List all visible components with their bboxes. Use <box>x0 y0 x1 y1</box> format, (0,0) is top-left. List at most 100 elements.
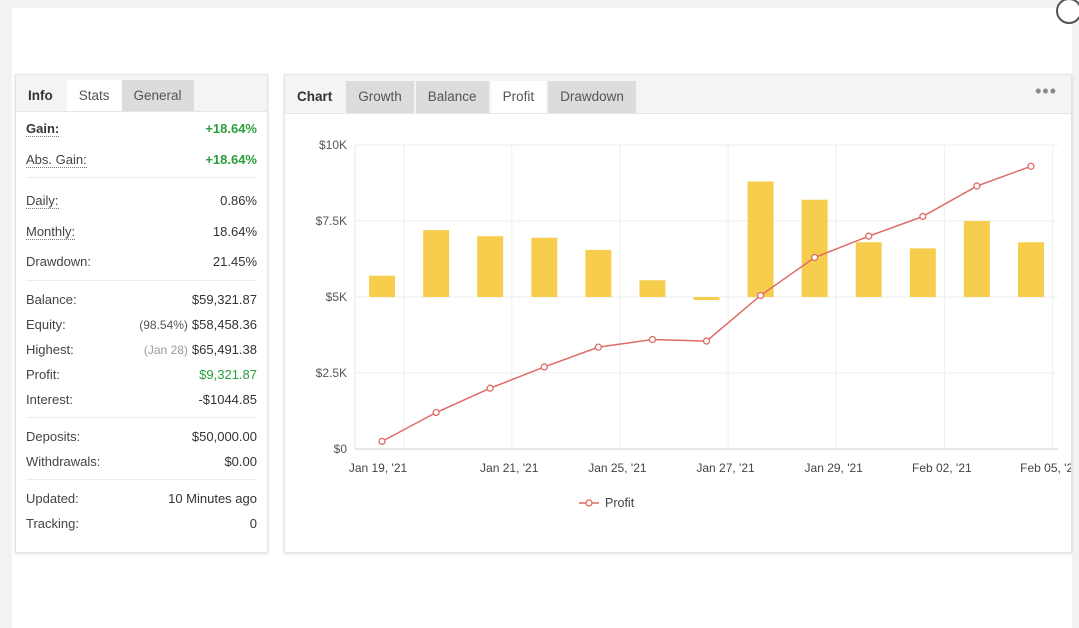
equity-label: Equity: <box>26 317 66 332</box>
abs-gain-row: Abs. Gain: +18.64% <box>26 147 257 172</box>
tracking-value: 0 <box>249 516 257 531</box>
profit-bar <box>423 230 450 297</box>
deposits-row: Deposits: $50,000.00 <box>26 424 257 449</box>
withdrawals-row: Withdrawals: $0.00 <box>26 449 257 474</box>
profit-point <box>648 335 657 344</box>
meta-group: Updated: 10 Minutes ago Tracking: 0 <box>26 480 257 541</box>
profit-point <box>919 212 927 221</box>
abs-gain-label[interactable]: Abs. Gain: <box>26 151 87 168</box>
profit-value: $9,321.87 <box>199 367 257 382</box>
updated-row: Updated: 10 Minutes ago <box>26 486 257 511</box>
profit-bar <box>909 248 936 297</box>
highest-date: (Jan 28) <box>143 343 188 357</box>
abs-gain-value: +18.64% <box>205 152 257 167</box>
monthly-label[interactable]: Monthly: <box>26 223 76 240</box>
profit-label: Profit: <box>26 367 60 382</box>
chart-panel: Chart Growth Balance Profit Drawdown •••… <box>284 74 1072 553</box>
profit-point <box>756 291 765 300</box>
gain-label[interactable]: Gain: <box>26 120 60 137</box>
equity-value: $58,458.36 <box>191 317 257 332</box>
gain-row: Gain: +18.64% <box>26 116 257 141</box>
y-tick-label: $0 <box>334 442 348 456</box>
x-tick-label: Jan 29, '21 <box>805 461 864 475</box>
daily-value: 0.86% <box>220 193 257 208</box>
profit-point <box>378 437 386 446</box>
profit-bar <box>855 242 882 297</box>
highest-label: Highest: <box>26 342 74 357</box>
bar-series <box>369 181 1044 301</box>
x-tick-label: Jan 19, '21 <box>349 461 408 475</box>
profit-bar <box>963 221 990 297</box>
profit-point <box>702 337 711 345</box>
highest-value: $65,491.38 <box>191 342 257 357</box>
profit-point <box>811 253 819 262</box>
stats-tabs: Info Stats General <box>16 75 267 112</box>
daily-label[interactable]: Daily: <box>26 192 59 209</box>
gain-value: +18.64% <box>205 121 257 136</box>
chart-tabs: Chart Growth Balance Profit Drawdown ••• <box>285 75 1071 114</box>
y-axis-ticks: $0 $2.5K $5K $7.5K $10K <box>316 138 348 456</box>
balance-row: Balance: $59,321.87 <box>26 287 257 312</box>
x-tick-label: Feb 05, '21 <box>1020 461 1071 475</box>
profit-bar <box>1017 242 1044 297</box>
highest-row: Highest: (Jan 28) $65,491.38 <box>26 337 257 362</box>
updated-value: 10 Minutes ago <box>168 491 257 506</box>
equity-percent: (98.54%) <box>139 318 188 332</box>
tracking-row: Tracking: 0 <box>26 511 257 536</box>
rate-group: Daily: 0.86% Monthly: 18.64% Drawdown: 2… <box>26 178 257 281</box>
profit-point <box>432 408 440 417</box>
deposits-value: $50,000.00 <box>191 429 257 444</box>
highest-value-wrap: (Jan 28) $65,491.38 <box>144 342 257 357</box>
profit-line <box>381 165 1032 443</box>
monthly-row: Monthly: 18.64% <box>26 216 257 247</box>
tab-profit[interactable]: Profit <box>490 81 547 113</box>
stats-body: Gain: +18.64% Abs. Gain: +18.64% Daily: … <box>16 112 267 541</box>
chart-grid <box>354 144 1058 450</box>
daily-row: Daily: 0.86% <box>26 185 257 216</box>
x-tick-label: Jan 21, '21 <box>480 461 539 475</box>
interest-value: -$1044.85 <box>198 392 257 407</box>
y-tick-label: $10K <box>319 138 347 152</box>
interest-row: Interest: -$1044.85 <box>26 387 257 412</box>
profit-point <box>973 182 981 190</box>
equity-value-wrap: (98.54%) $58,458.36 <box>139 317 257 332</box>
profit-bar <box>639 280 666 297</box>
stats-panel: Info Stats General Gain: +18.64% Abs. Ga… <box>15 74 268 553</box>
x-tick-label: Feb 02, '21 <box>912 461 972 475</box>
profit-bar <box>531 237 558 297</box>
y-tick-label: $2.5K <box>316 366 347 380</box>
x-tick-label: Jan 27, '21 <box>696 461 755 475</box>
corner-icon <box>1056 0 1079 24</box>
equity-row: Equity: (98.54%) $58,458.36 <box>26 312 257 337</box>
x-tick-label: Jan 25, '21 <box>588 461 647 475</box>
tab-drawdown[interactable]: Drawdown <box>548 81 636 113</box>
tab-info[interactable]: Info <box>28 88 53 103</box>
profit-line-series <box>378 162 1035 446</box>
tab-chart[interactable]: Chart <box>297 89 333 104</box>
updated-label: Updated: <box>26 491 79 506</box>
profit-point <box>865 232 873 240</box>
balance-value: $59,321.87 <box>191 292 257 307</box>
tab-general[interactable]: General <box>121 80 194 111</box>
tab-balance[interactable]: Balance <box>415 81 489 113</box>
profit-row: Profit: $9,321.87 <box>26 362 257 387</box>
legend-marker <box>585 499 593 507</box>
tracking-label: Tracking: <box>26 516 79 531</box>
deposits-label: Deposits: <box>26 429 81 444</box>
drawdown-row: Drawdown: 21.45% <box>26 247 257 275</box>
tab-stats[interactable]: Stats <box>66 80 122 111</box>
profit-point <box>594 343 602 351</box>
profit-point <box>1027 162 1035 170</box>
monthly-value: 18.64% <box>212 224 257 239</box>
gain-group: Gain: +18.64% Abs. Gain: +18.64% <box>26 112 257 178</box>
y-tick-label: $7.5K <box>316 214 347 228</box>
tab-growth[interactable]: Growth <box>346 81 414 113</box>
legend-label: Profit <box>605 496 635 510</box>
chart-legend[interactable]: Profit <box>579 496 635 510</box>
y-tick-label: $5K <box>326 290 347 304</box>
interest-label: Interest: <box>26 392 73 407</box>
profit-bar <box>585 249 612 297</box>
x-axis-ticks: Jan 19, '21 Jan 21, '21 Jan 25, '21 Jan 27,… <box>349 461 1071 475</box>
drawdown-value: 21.45% <box>212 253 257 269</box>
more-dots-icon[interactable]: ••• <box>1035 81 1057 101</box>
